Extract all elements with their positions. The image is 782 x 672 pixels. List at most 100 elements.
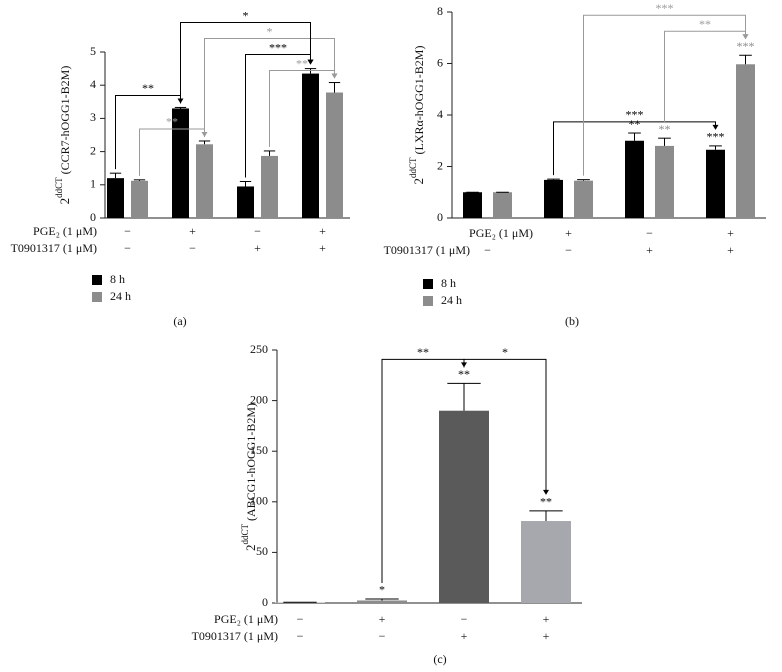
legend-swatch [423, 296, 433, 306]
treatment-sign: − [565, 243, 572, 257]
significance-bracket [463, 358, 549, 495]
bracket-line [583, 14, 746, 176]
treatment-sign: + [543, 629, 550, 643]
bracket-arrow [307, 59, 314, 65]
legend-swatch [92, 292, 102, 302]
bracket-arrow [543, 489, 549, 495]
bar [172, 108, 189, 218]
treatment-sign: + [646, 243, 653, 257]
bracket-label: *** [656, 1, 674, 15]
y-tick-label: 5 [90, 44, 96, 58]
y-tick-label: 4 [437, 107, 443, 121]
legend-swatch [423, 279, 433, 289]
bracket-line [180, 22, 311, 104]
y-label-base: 2 [243, 545, 258, 552]
treatment-label: T0901317 (1 μM) [11, 241, 97, 255]
y-label-text: (ABCG1-hOGG1-B2M) [244, 403, 258, 521]
bracket-label: * [502, 345, 508, 359]
treatment-sign: − [646, 226, 653, 240]
treatment-sign: + [319, 224, 326, 238]
significance-bracket [553, 121, 719, 176]
bar [706, 149, 725, 218]
bracket-label: * [267, 24, 273, 38]
treatment-sign: − [297, 629, 304, 643]
treatment-sign: − [254, 224, 261, 238]
treatment-label: T0901317 (1 μM) [192, 629, 278, 643]
legend-label: 8 h [441, 276, 456, 290]
significance-bracket [180, 22, 314, 104]
treatment-sign: + [461, 629, 468, 643]
significance-bracket [583, 14, 749, 176]
y-label-text: (LXRα-hOGG1-B2M) [412, 46, 426, 155]
significance-star: * [379, 583, 385, 597]
bracket-label: ** [417, 345, 429, 359]
significance-star: *** [707, 130, 725, 144]
bar [261, 155, 278, 218]
panel-caption: (b) [565, 314, 579, 328]
treatment-sign: − [484, 243, 491, 257]
treatment-sign: − [124, 224, 131, 238]
bracket-label: ** [699, 17, 711, 31]
y-tick-label: 3 [90, 110, 96, 124]
bar [237, 186, 254, 218]
bracket-line [664, 30, 746, 123]
legend-swatch [92, 275, 102, 285]
bracket-arrow [712, 124, 719, 130]
y-tick-label: 0 [437, 210, 443, 224]
bar [574, 180, 593, 218]
y-tick-label: 6 [437, 55, 443, 69]
y-axis-label: 2ddCT (LXRα-hOGG1-B2M) [408, 46, 426, 185]
y-tick-label: 0 [262, 595, 268, 609]
treatment-label: PGE₂ (1 μM) [214, 612, 278, 626]
bar [107, 178, 124, 218]
bracket-label: *** [269, 40, 287, 54]
bar [625, 140, 644, 218]
significance-star: ** [659, 122, 671, 136]
bracket-arrow [331, 73, 338, 79]
bracket-line [204, 38, 335, 137]
bracket-label: *** [626, 108, 644, 122]
significance-star: ** [629, 117, 641, 131]
bracket-label: ** [166, 115, 178, 129]
treatment-sign: + [543, 612, 550, 626]
bar [275, 602, 325, 603]
y-label-base: 2 [57, 198, 72, 205]
treatment-sign: + [379, 612, 386, 626]
bar [196, 144, 213, 218]
treatment-label: PGE₂ (1 μM) [469, 226, 533, 240]
y-tick-label: 100 [250, 494, 268, 508]
bar [463, 192, 482, 218]
y-tick-label: 8 [437, 4, 443, 18]
y-axis-label: 2ddCT (ABCG1-hOGG1-B2M) [240, 403, 258, 551]
y-tick-label: 2 [437, 158, 443, 172]
treatment-sign: + [254, 241, 261, 255]
panel-caption: (c) [433, 652, 446, 666]
y-label-text: (CCR7-hOGG1-B2M) [58, 66, 72, 175]
significance-star: *** [737, 39, 755, 53]
y-label-sup: ddCT [240, 524, 250, 545]
y-label-base: 2 [411, 178, 426, 185]
bracket-line [553, 121, 716, 176]
legend-label: 8 h [110, 272, 125, 286]
y-label-sup: ddCT [408, 157, 418, 178]
treatment-sign: + [319, 241, 326, 255]
bar [357, 600, 407, 603]
bar [493, 192, 512, 218]
treatment-sign: − [297, 612, 304, 626]
treatment-sign: − [124, 241, 131, 255]
treatment-sign: + [565, 226, 572, 240]
bracket-label: * [243, 8, 249, 22]
bar [655, 145, 674, 218]
treatment-sign: + [727, 226, 734, 240]
bracket-label: ** [142, 81, 154, 95]
significance-bracket [204, 38, 338, 137]
y-tick-label: 1 [90, 177, 96, 191]
bracket-line [115, 94, 181, 170]
treatment-sign: − [461, 612, 468, 626]
bar [521, 521, 571, 603]
bar [326, 92, 343, 218]
bracket-arrow [742, 34, 749, 40]
y-axis-label: 2ddCT (CCR7-hOGG1-B2M) [54, 66, 72, 205]
y-tick-label: 4 [90, 77, 96, 91]
